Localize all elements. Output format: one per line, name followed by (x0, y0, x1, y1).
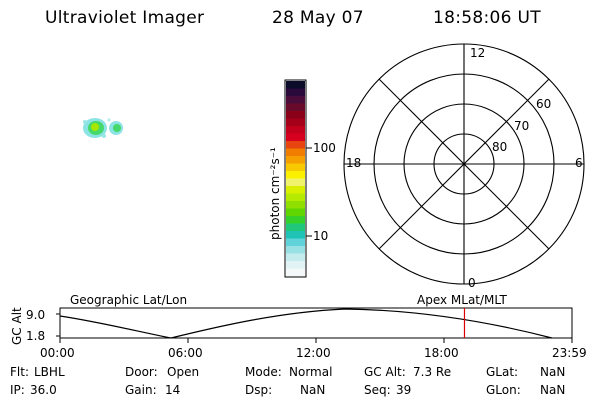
polar-label-60: 60 (536, 97, 552, 111)
colorbar-band (286, 133, 305, 142)
colorbar-units: photon cm⁻²s⁻¹ (268, 147, 282, 240)
uv-image-blob (83, 118, 123, 138)
polar-label-18: 18 (346, 156, 362, 170)
colorbar-band (286, 88, 305, 97)
colorbar-band (286, 201, 305, 209)
timeline-ylabel: GC Alt (10, 307, 24, 345)
colorbar-band (286, 268, 305, 277)
colorbar-band (286, 223, 305, 232)
polar-label-70: 70 (514, 119, 530, 133)
colorbar-band (286, 193, 305, 202)
polar-label-12: 12 (470, 46, 486, 60)
colorbar-band (286, 111, 305, 119)
info-value: LBHL (34, 365, 65, 379)
timeline-xtick-0: 00:00 (40, 346, 75, 360)
info-label: GC Alt: (364, 365, 406, 379)
colorbar-band (286, 81, 305, 89)
info-value: Normal (289, 365, 333, 379)
colorbar-label-10: 10 (313, 229, 329, 243)
colorbar-band (286, 261, 305, 269)
info-label: Gain: (125, 383, 157, 397)
polar-label-6: 6 (575, 156, 583, 170)
info-label: Flt: (10, 365, 29, 379)
colorbar-label-100: 100 (313, 141, 336, 155)
info-label: GLon: (486, 383, 521, 397)
timeline-xtick-3: 18:00 (424, 346, 459, 360)
info-label: Dsp: (245, 383, 273, 397)
colorbar-frame (284, 79, 307, 278)
colorbar-band (286, 141, 305, 149)
colorbar (286, 81, 305, 277)
colorbar-band (286, 186, 305, 194)
polar-grid (343, 43, 585, 285)
colorbar-band (286, 208, 305, 217)
colorbar-band (286, 238, 305, 247)
timeline-ymax: 9.0 (26, 308, 46, 322)
colorbar-band (286, 148, 305, 157)
info-value: Open (167, 365, 200, 379)
colorbar-band (286, 246, 305, 254)
info-value: NaN (540, 383, 566, 397)
colorbar-band (286, 156, 305, 164)
info-value: NaN (300, 383, 326, 397)
colorbar-band (286, 126, 305, 134)
colorbar-band (286, 163, 305, 172)
instrument-title: Ultraviolet Imager (45, 8, 205, 28)
timeline-apex-label: Apex MLat/MLT (417, 293, 507, 307)
colorbar-band (286, 118, 305, 127)
info-label: IP: (10, 383, 25, 397)
polar-label-0: 0 (468, 276, 476, 290)
timeline-xtick-1: 06:00 (168, 346, 203, 360)
colorbar-band (286, 231, 305, 239)
colorbar-band (286, 103, 305, 112)
timeline-xtick-2: 12:00 (296, 346, 331, 360)
info-value: 39 (396, 383, 412, 397)
info-label: Door: (125, 365, 158, 379)
timeline-xticks (59, 338, 573, 343)
polar-label-80: 80 (492, 140, 508, 154)
info-label: Mode: (245, 365, 282, 379)
altitude-curve (59, 308, 553, 339)
timeline-ymin: 1.8 (26, 329, 46, 343)
date-label: 28 May 07 (272, 8, 364, 28)
timeline-frame (59, 307, 573, 339)
time-label: 18:58:06 UT (433, 8, 541, 28)
timeline-xtick-4: 23:59 (552, 346, 587, 360)
info-value: 14 (165, 383, 181, 397)
timeline-geographic-label: Geographic Lat/Lon (70, 293, 188, 307)
colorbar-band (286, 171, 305, 179)
info-value: 7.3 Re (413, 365, 452, 379)
colorbar-band (286, 253, 305, 262)
info-label: Seq: (364, 383, 391, 397)
colorbar-band (286, 216, 305, 224)
info-label: GLat: (486, 365, 519, 379)
info-value: NaN (540, 365, 566, 379)
colorbar-band (286, 178, 305, 187)
colorbar-band (286, 96, 305, 104)
info-value: 36.0 (30, 383, 57, 397)
